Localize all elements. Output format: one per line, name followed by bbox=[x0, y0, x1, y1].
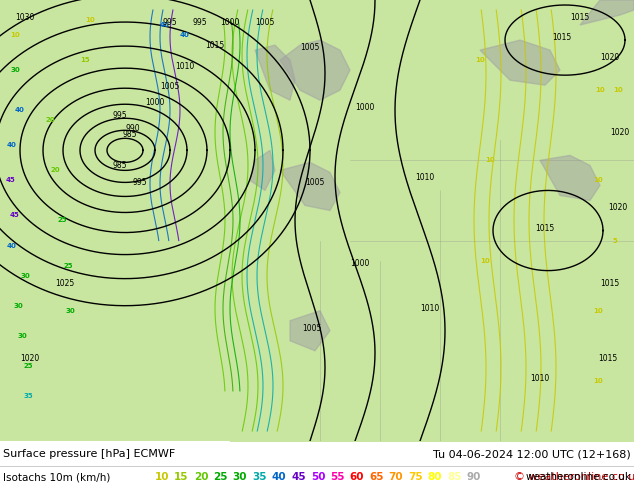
Text: 1010: 1010 bbox=[415, 173, 435, 182]
Text: 10: 10 bbox=[480, 258, 490, 264]
Polygon shape bbox=[0, 0, 634, 441]
Text: 1005: 1005 bbox=[256, 18, 275, 27]
Text: 75: 75 bbox=[408, 472, 423, 482]
Text: 65: 65 bbox=[369, 472, 384, 482]
Text: 1015: 1015 bbox=[535, 223, 555, 233]
Text: 1015: 1015 bbox=[600, 279, 619, 288]
Text: 35: 35 bbox=[23, 393, 33, 399]
Text: 25: 25 bbox=[57, 218, 67, 223]
Text: 985: 985 bbox=[123, 130, 137, 139]
Polygon shape bbox=[255, 45, 295, 100]
Text: 10: 10 bbox=[475, 57, 485, 63]
Polygon shape bbox=[280, 162, 340, 211]
Text: 995: 995 bbox=[113, 111, 127, 120]
Text: 40: 40 bbox=[7, 142, 17, 148]
Text: 40: 40 bbox=[7, 243, 17, 248]
Text: 30: 30 bbox=[20, 272, 30, 279]
Text: 85: 85 bbox=[447, 472, 462, 482]
Text: 20: 20 bbox=[45, 117, 55, 123]
Text: 25: 25 bbox=[63, 263, 73, 269]
Text: 45: 45 bbox=[5, 177, 15, 183]
Polygon shape bbox=[540, 155, 600, 200]
Text: 1010: 1010 bbox=[420, 304, 439, 313]
Text: 1000: 1000 bbox=[351, 259, 370, 268]
Text: 30: 30 bbox=[65, 308, 75, 314]
Text: 10: 10 bbox=[613, 87, 623, 93]
Text: 1005: 1005 bbox=[301, 43, 320, 52]
Text: 1015: 1015 bbox=[205, 41, 224, 49]
Text: 1015: 1015 bbox=[552, 33, 572, 42]
Text: 15: 15 bbox=[80, 57, 90, 63]
Text: 995: 995 bbox=[193, 18, 207, 27]
Text: 1005: 1005 bbox=[302, 324, 321, 333]
Text: 40: 40 bbox=[272, 472, 287, 482]
Text: 10: 10 bbox=[485, 157, 495, 163]
Polygon shape bbox=[250, 150, 275, 191]
Text: 10: 10 bbox=[593, 177, 603, 183]
Text: 1000: 1000 bbox=[220, 18, 240, 27]
Text: 1015: 1015 bbox=[571, 13, 590, 22]
Text: 50: 50 bbox=[311, 472, 325, 482]
Text: 10: 10 bbox=[595, 87, 605, 93]
Text: 1015: 1015 bbox=[598, 354, 618, 363]
Polygon shape bbox=[280, 40, 350, 100]
Text: weatheronline.co.uk: weatheronline.co.uk bbox=[526, 472, 632, 482]
Text: 90: 90 bbox=[467, 472, 481, 482]
Text: 45: 45 bbox=[9, 213, 19, 219]
Text: © weatheronline.co.uk: © weatheronline.co.uk bbox=[514, 472, 634, 482]
Text: 1025: 1025 bbox=[55, 279, 74, 288]
Text: 1020: 1020 bbox=[20, 354, 39, 363]
Text: 10: 10 bbox=[593, 308, 603, 314]
Text: 1010: 1010 bbox=[176, 62, 195, 71]
Text: 45: 45 bbox=[291, 472, 306, 482]
Text: 1000: 1000 bbox=[355, 103, 375, 112]
Text: 1005: 1005 bbox=[160, 82, 179, 91]
Text: 20: 20 bbox=[50, 168, 60, 173]
Polygon shape bbox=[480, 40, 560, 85]
Text: 5: 5 bbox=[612, 238, 618, 244]
Text: 10: 10 bbox=[85, 17, 95, 23]
Text: 40: 40 bbox=[160, 22, 170, 28]
Text: 55: 55 bbox=[330, 472, 345, 482]
Text: 35: 35 bbox=[252, 472, 267, 482]
Text: 40: 40 bbox=[180, 32, 190, 38]
Text: 15: 15 bbox=[174, 472, 189, 482]
Text: 30: 30 bbox=[10, 67, 20, 73]
Text: 60: 60 bbox=[350, 472, 365, 482]
Text: 30: 30 bbox=[233, 472, 247, 482]
Text: 1000: 1000 bbox=[145, 98, 165, 107]
Text: 25: 25 bbox=[213, 472, 228, 482]
Text: 40: 40 bbox=[15, 107, 25, 113]
Text: 30: 30 bbox=[13, 303, 23, 309]
Polygon shape bbox=[290, 311, 330, 351]
Text: 985: 985 bbox=[113, 161, 127, 170]
Text: 30: 30 bbox=[17, 333, 27, 339]
Polygon shape bbox=[580, 0, 634, 25]
Text: 1030: 1030 bbox=[15, 13, 34, 22]
Text: Tu 04-06-2024 12:00 UTC (12+168): Tu 04-06-2024 12:00 UTC (12+168) bbox=[433, 449, 631, 459]
Text: 995: 995 bbox=[163, 18, 178, 27]
Text: Isotachs 10m (km/h): Isotachs 10m (km/h) bbox=[3, 472, 110, 482]
Text: 1010: 1010 bbox=[531, 374, 550, 383]
Text: 10: 10 bbox=[593, 378, 603, 384]
Text: 1020: 1020 bbox=[609, 203, 628, 213]
Text: 995: 995 bbox=[133, 178, 147, 187]
Text: 25: 25 bbox=[23, 363, 33, 369]
Text: 10: 10 bbox=[155, 472, 169, 482]
Text: 20: 20 bbox=[194, 472, 208, 482]
Text: 10: 10 bbox=[10, 32, 20, 38]
Text: 990: 990 bbox=[126, 124, 140, 133]
Text: 1020: 1020 bbox=[600, 53, 619, 62]
Text: 1020: 1020 bbox=[611, 128, 630, 137]
Text: Surface pressure [hPa] ECMWF: Surface pressure [hPa] ECMWF bbox=[3, 449, 175, 459]
Text: 70: 70 bbox=[389, 472, 403, 482]
Text: 80: 80 bbox=[428, 472, 443, 482]
Text: 1005: 1005 bbox=[306, 178, 325, 187]
